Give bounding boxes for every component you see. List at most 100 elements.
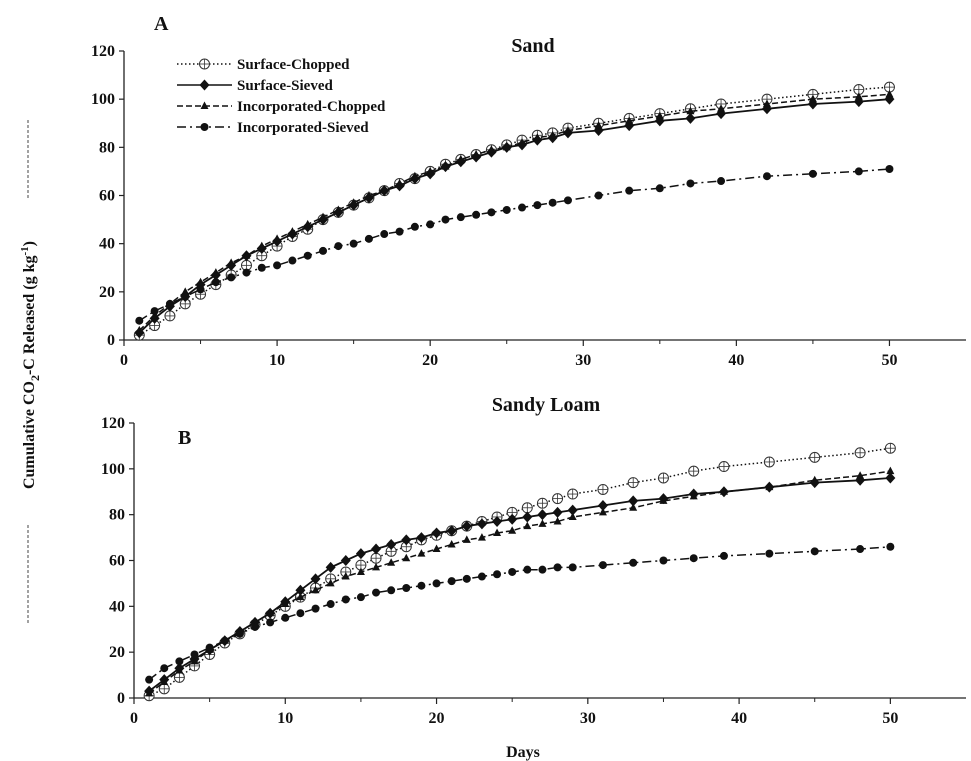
data-point-incorporated_chopped [886, 466, 895, 475]
x-tick-label: 0 [130, 710, 138, 727]
data-point-incorporated_chopped [364, 191, 373, 199]
x-tick-label: 40 [728, 352, 744, 369]
data-point-incorporated_chopped [477, 533, 486, 541]
data-point-surface_sieved [340, 555, 351, 566]
legend-label: Incorporated-Chopped [237, 99, 386, 115]
panel-a-label: A [154, 13, 169, 35]
data-point-incorporated_sieved [211, 278, 220, 287]
data-point-incorporated_sieved [303, 251, 312, 260]
data-point-surface_sieved [325, 561, 336, 573]
data-point-incorporated_chopped [242, 251, 251, 259]
x-tick-label: 0 [120, 352, 128, 369]
data-point-incorporated_sieved [190, 650, 199, 659]
data-point-incorporated_chopped [395, 178, 404, 187]
data-point-incorporated_chopped [227, 258, 236, 266]
data-point-surface_sieved [522, 511, 533, 523]
legend-marker [200, 101, 209, 109]
x-tick-label: 20 [422, 352, 438, 369]
data-point-surface_chopped [597, 483, 609, 495]
data-point-incorporated_sieved [568, 563, 577, 572]
data-point-incorporated_chopped [456, 154, 465, 163]
data-point-incorporated_chopped [135, 325, 144, 334]
data-point-incorporated_chopped [334, 205, 343, 213]
data-point-surface_sieved [355, 548, 366, 560]
data-point-surface_sieved [507, 513, 518, 525]
data-point-surface_sieved [371, 543, 382, 555]
data-point-incorporated_sieved [417, 581, 426, 590]
legend-label: Incorporated-Sieved [237, 120, 369, 136]
data-point-surface_chopped [763, 456, 775, 468]
data-point-incorporated_sieved [854, 167, 863, 176]
panel-b-sandy-loam: B Sandy Loam 0 20 40 60 80 100 120 0 10 20 30 40 50 [101, 394, 966, 727]
data-point-surface_sieved [461, 520, 472, 532]
data-point-incorporated_sieved [548, 198, 557, 207]
data-point-incorporated_sieved [686, 179, 695, 188]
data-point-surface_chopped [627, 477, 639, 489]
data-point-surface_sieved [401, 534, 412, 546]
data-point-incorporated_chopped [288, 227, 297, 235]
data-point-incorporated_chopped [181, 287, 190, 295]
data-point-incorporated_chopped [311, 585, 320, 594]
x-tick-label: 50 [881, 352, 897, 369]
data-point-incorporated_chopped [441, 162, 450, 170]
series-line-surface_sieved [148, 477, 891, 692]
x-tick-label: 30 [580, 710, 596, 727]
y-tick-label: 20 [109, 644, 125, 661]
x-tick-label: 50 [882, 710, 898, 727]
y-tick-label: 60 [109, 553, 125, 570]
data-point-incorporated_chopped [563, 125, 572, 134]
data-point-incorporated_chopped [568, 512, 577, 520]
data-point-surface_sieved [685, 112, 696, 124]
data-point-incorporated_chopped [145, 688, 154, 697]
data-point-incorporated_chopped [625, 116, 634, 124]
data-point-incorporated_chopped [160, 677, 169, 685]
series-line-incorporated_sieved [148, 546, 891, 681]
data-point-surface_sieved [431, 527, 442, 539]
data-point-incorporated_sieved [341, 595, 350, 604]
data-point-incorporated_sieved [288, 256, 297, 265]
data-point-incorporated_sieved [533, 201, 542, 210]
data-point-incorporated_chopped [372, 562, 381, 571]
x-tick-label: 40 [731, 710, 747, 727]
data-point-incorporated_chopped [426, 166, 435, 175]
data-point-incorporated_chopped [689, 491, 698, 500]
series-incorporated_chopped [135, 89, 894, 334]
data-point-incorporated_sieved [810, 547, 819, 556]
data-point-incorporated_chopped [356, 567, 365, 575]
panel-b-axes: 0 20 40 60 80 100 120 0 10 20 30 40 50 [101, 415, 966, 727]
data-point-incorporated_sieved [356, 593, 365, 602]
series-incorporated_chopped [145, 466, 895, 697]
data-point-incorporated_chopped [808, 94, 817, 103]
data-point-incorporated_chopped [533, 133, 542, 141]
data-point-incorporated_sieved [719, 551, 728, 560]
data-point-incorporated_sieved [227, 273, 236, 282]
data-point-incorporated_chopped [211, 268, 220, 276]
data-point-incorporated_sieved [150, 307, 159, 316]
data-point-surface_chopped [718, 461, 730, 473]
legend-entry-incorporated_sieved: Incorporated-Sieved [177, 120, 369, 136]
data-point-incorporated_chopped [686, 106, 695, 115]
data-point-surface_chopped [567, 488, 579, 500]
data-point-surface_chopped [173, 671, 185, 683]
y-tick-label: 0 [107, 332, 115, 349]
data-point-incorporated_sieved [508, 567, 517, 576]
data-point-incorporated_sieved [493, 570, 502, 579]
data-point-incorporated_chopped [175, 666, 184, 674]
x-tick-label: 10 [269, 352, 285, 369]
y-tick-label: 0 [117, 690, 125, 707]
series-incorporated_sieved [135, 165, 894, 325]
x-tick-label: 20 [429, 710, 445, 727]
y-tick-label: 60 [99, 188, 115, 205]
data-point-incorporated_chopped [548, 130, 557, 139]
data-point-incorporated_sieved [472, 210, 481, 219]
data-point-incorporated_sieved [441, 215, 450, 224]
data-point-incorporated_chopped [410, 171, 419, 180]
data-point-incorporated_sieved [410, 222, 419, 231]
y-tick-label: 120 [91, 43, 115, 60]
data-point-surface_sieved [567, 504, 578, 516]
series-incorporated_sieved [145, 542, 895, 684]
data-point-incorporated_sieved [502, 205, 511, 214]
data-point-incorporated_chopped [257, 241, 266, 250]
data-point-incorporated_sieved [334, 242, 343, 251]
y-tick-label: 80 [99, 139, 115, 156]
